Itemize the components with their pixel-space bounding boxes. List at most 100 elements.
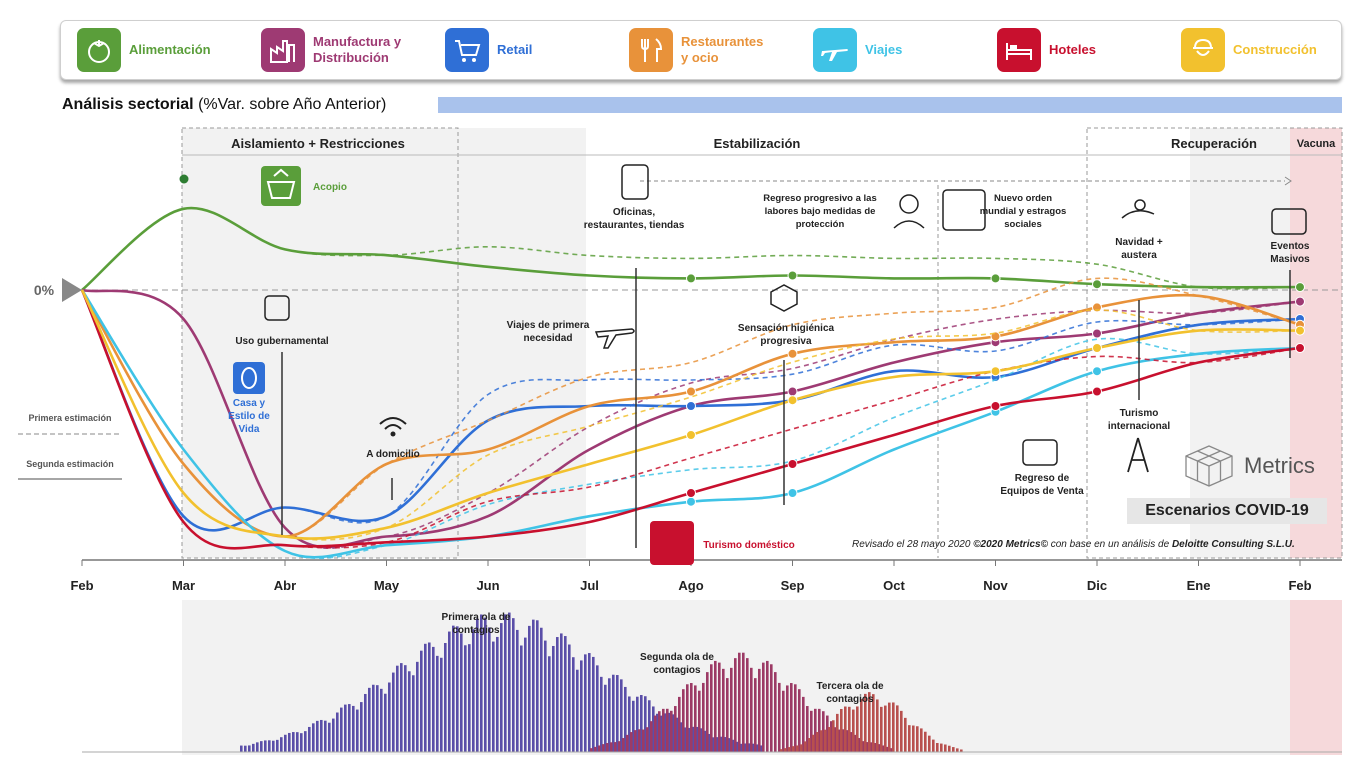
wave-bar: [718, 662, 721, 752]
annotation-nuevo-orden: Nuevo orden mundial y estragos sociales: [980, 193, 1067, 230]
annotation-regreso-progresivo: Regreso progresivo a las labores bajo med…: [763, 193, 877, 230]
legend-label: Manufactura y Distribución: [313, 34, 402, 65]
wave-bar: [614, 742, 617, 752]
wave-bar: [666, 708, 669, 752]
wave-bar: [778, 682, 781, 752]
wave-bar: [956, 748, 959, 752]
mouse-icon-glyph: [241, 367, 257, 389]
wave-bar: [280, 737, 283, 752]
wave-bar: [304, 731, 307, 752]
series-point: [1092, 366, 1102, 377]
legend-item: Retail: [445, 27, 532, 73]
wave-bar: [868, 692, 871, 752]
wave-bar: [680, 722, 683, 752]
wave-bar: [880, 706, 883, 752]
wave-bar: [846, 730, 849, 752]
wave-bar: [388, 682, 391, 752]
series-point: [686, 496, 696, 507]
wave-bar: [598, 745, 601, 752]
wave-bar: [736, 741, 739, 752]
series-point: [1295, 296, 1305, 307]
wave-bar: [540, 627, 543, 752]
wave-bar: [256, 742, 259, 752]
wave-bar: [854, 734, 857, 752]
wave-bar: [456, 626, 459, 752]
brand-text: Metrics: [1244, 453, 1315, 478]
x-tick-label: Dic: [1087, 578, 1107, 593]
wave-bar: [754, 678, 757, 752]
wave-bar: [890, 748, 893, 752]
office-building-icon: [621, 164, 649, 200]
wave-bar: [706, 672, 709, 752]
wave-bar: [704, 730, 707, 752]
wave-bar: [568, 644, 571, 752]
series-point: [1092, 386, 1102, 397]
wave-bar: [660, 715, 663, 752]
wave-bar: [622, 738, 625, 752]
wave-bar: [588, 653, 591, 752]
wave-bar: [600, 676, 603, 752]
basket-icon: [261, 166, 301, 206]
wave-bar: [756, 744, 759, 752]
series-point: [787, 459, 798, 469]
annotation-acopio: Acopio: [313, 182, 347, 193]
series-point: [686, 401, 696, 411]
wave-bar: [644, 696, 647, 752]
wave-bar: [564, 636, 567, 752]
series-point: [990, 401, 1001, 411]
wave-bar: [580, 660, 583, 752]
wave-bar: [688, 727, 691, 752]
wave-bar: [552, 645, 555, 752]
x-tick-label: Mar: [172, 578, 195, 593]
zero-marker-icon: [62, 278, 82, 302]
factory-icon: [261, 28, 305, 72]
wave-bar: [384, 693, 387, 752]
wave-bar: [352, 705, 355, 752]
wifi-dot: [390, 431, 396, 437]
phase-bg-vacuna: [1290, 128, 1342, 558]
wave-bar: [702, 682, 705, 752]
wave-bar: [524, 637, 527, 752]
wave-bar: [796, 745, 799, 752]
wave-bar: [408, 671, 411, 752]
wave-bar: [848, 706, 851, 752]
wave-bar: [636, 696, 639, 752]
wave-bar: [710, 664, 713, 752]
wave-bar: [662, 708, 665, 752]
wave-bar: [744, 743, 747, 752]
wave-bar: [632, 700, 635, 752]
wave-bar: [830, 721, 833, 752]
wave-bar: [360, 702, 363, 752]
wave-bar: [608, 678, 611, 752]
wave-bar: [742, 652, 745, 752]
cube-logo-icon: [1185, 445, 1233, 487]
wave-bar: [440, 657, 443, 752]
wave-bar: [328, 722, 331, 752]
plane-icon: [813, 28, 857, 72]
wave-bar: [888, 702, 891, 752]
wave-bar: [738, 652, 741, 752]
annotation-a-domicilio: A domicilio: [366, 449, 420, 460]
series-point: [686, 430, 696, 440]
series-point: [787, 395, 798, 406]
wave-bar: [646, 727, 649, 752]
wave-bar: [364, 693, 367, 752]
wave-bar: [694, 685, 697, 752]
wave-bar: [618, 741, 621, 752]
wave-bar: [944, 744, 947, 752]
wave-bar: [320, 719, 323, 752]
phase-label-aislamiento: Aislamiento + Restricciones: [231, 136, 405, 151]
wave-bar: [800, 744, 803, 752]
annotation-navidad: Navidad + austera: [1115, 237, 1163, 261]
wave-bar: [794, 684, 797, 752]
wave-bar: [460, 633, 463, 752]
legend-item: Viajes: [813, 27, 902, 73]
wave-bar: [452, 625, 455, 752]
annotation-sensacion: Sensación higiénica progresiva: [738, 323, 835, 347]
wave-bar: [400, 663, 403, 752]
wave-bar: [920, 728, 923, 752]
series-point: [1092, 279, 1102, 290]
wave-bar: [728, 738, 731, 752]
world-map-icon: [942, 189, 986, 231]
wave-bar: [244, 745, 247, 752]
